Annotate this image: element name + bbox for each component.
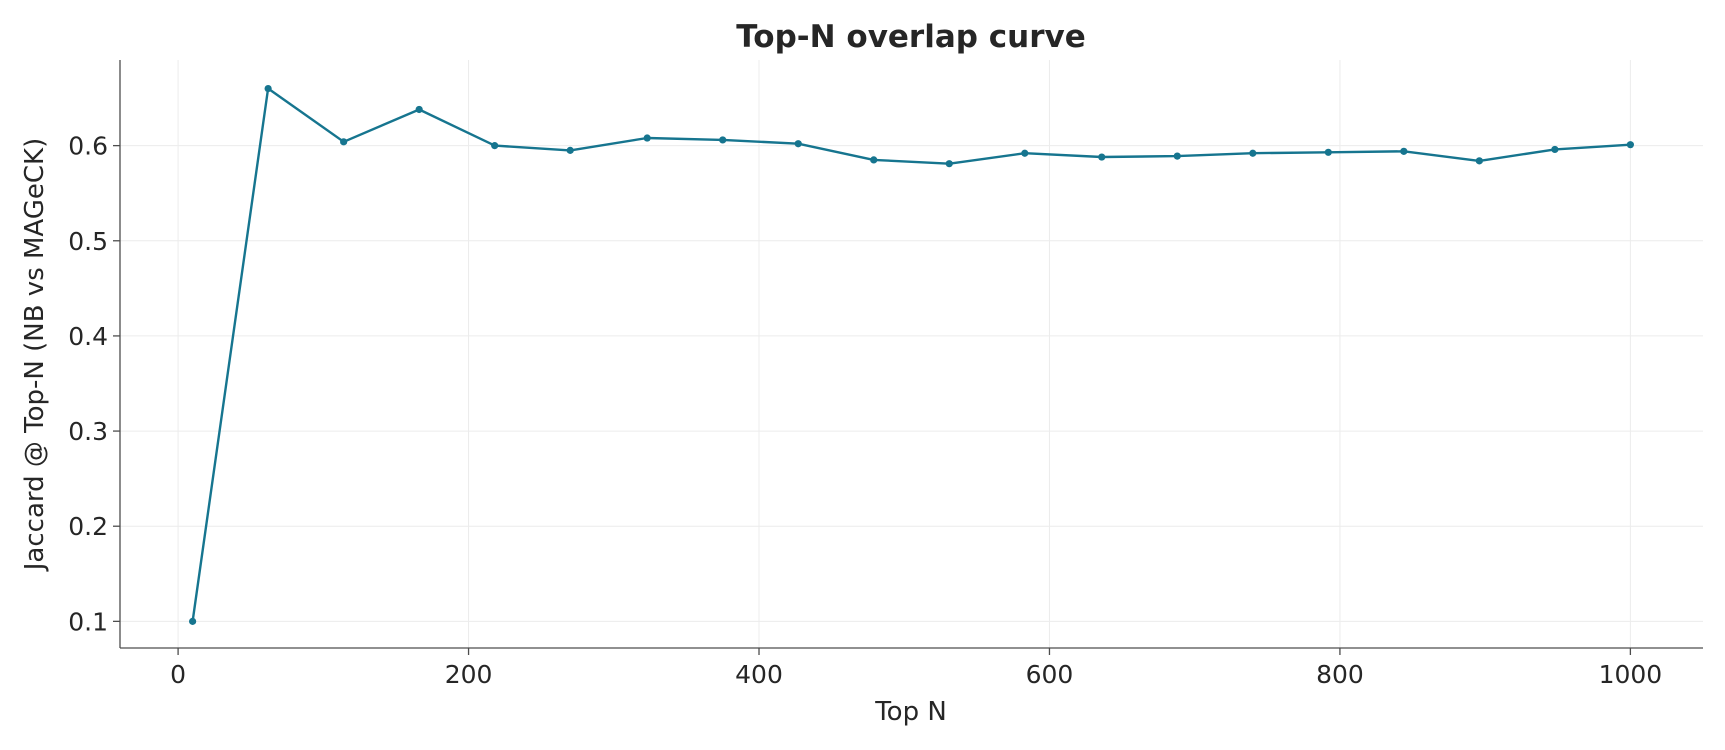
data-points: [189, 84, 1634, 625]
series-line: [191, 87, 1631, 622]
y-tick-label: 0.2: [68, 512, 108, 541]
x-axis-label: Top N: [874, 697, 947, 727]
grid: [120, 60, 1703, 648]
data-point: [491, 142, 499, 150]
x-tick-label: 800: [1316, 660, 1364, 689]
y-tick-label: 0.5: [68, 227, 108, 256]
x-axis-ticks: 0 200 400 600 800 1000: [170, 648, 1662, 689]
data-point: [1098, 153, 1106, 161]
data-point: [1626, 141, 1634, 149]
data-point: [1400, 147, 1408, 155]
chart-title: Top-N overlap curve: [736, 19, 1085, 55]
x-tick-label: 1000: [1599, 660, 1663, 689]
y-axis-ticks: 0.1 0.2 0.3 0.4 0.5 0.6: [68, 132, 120, 636]
y-tick-label: 0.1: [68, 607, 108, 636]
x-tick-label: 400: [735, 660, 783, 689]
data-point: [1475, 157, 1483, 165]
data-point: [1249, 149, 1257, 157]
y-axis-label: Jaccard @ Top-N (NB vs MAGeCK): [20, 138, 50, 573]
data-point: [643, 134, 651, 142]
y-tick-label: 0.4: [68, 322, 108, 351]
x-tick-label: 600: [1026, 660, 1074, 689]
data-point: [340, 138, 348, 146]
data-point: [794, 140, 802, 148]
data-point: [566, 146, 574, 154]
x-tick-label: 0: [170, 660, 186, 689]
data-point: [1551, 145, 1559, 154]
data-point: [719, 136, 727, 144]
data-point: [1173, 152, 1181, 160]
data-point: [189, 617, 197, 625]
data-point: [945, 160, 953, 168]
y-tick-label: 0.3: [68, 417, 108, 446]
data-point: [264, 84, 272, 93]
y-tick-label: 0.6: [68, 132, 108, 161]
data-point: [1324, 148, 1332, 156]
data-point: [870, 156, 878, 164]
data-point: [415, 105, 423, 114]
x-tick-label: 200: [445, 660, 493, 689]
data-point: [1021, 149, 1029, 157]
